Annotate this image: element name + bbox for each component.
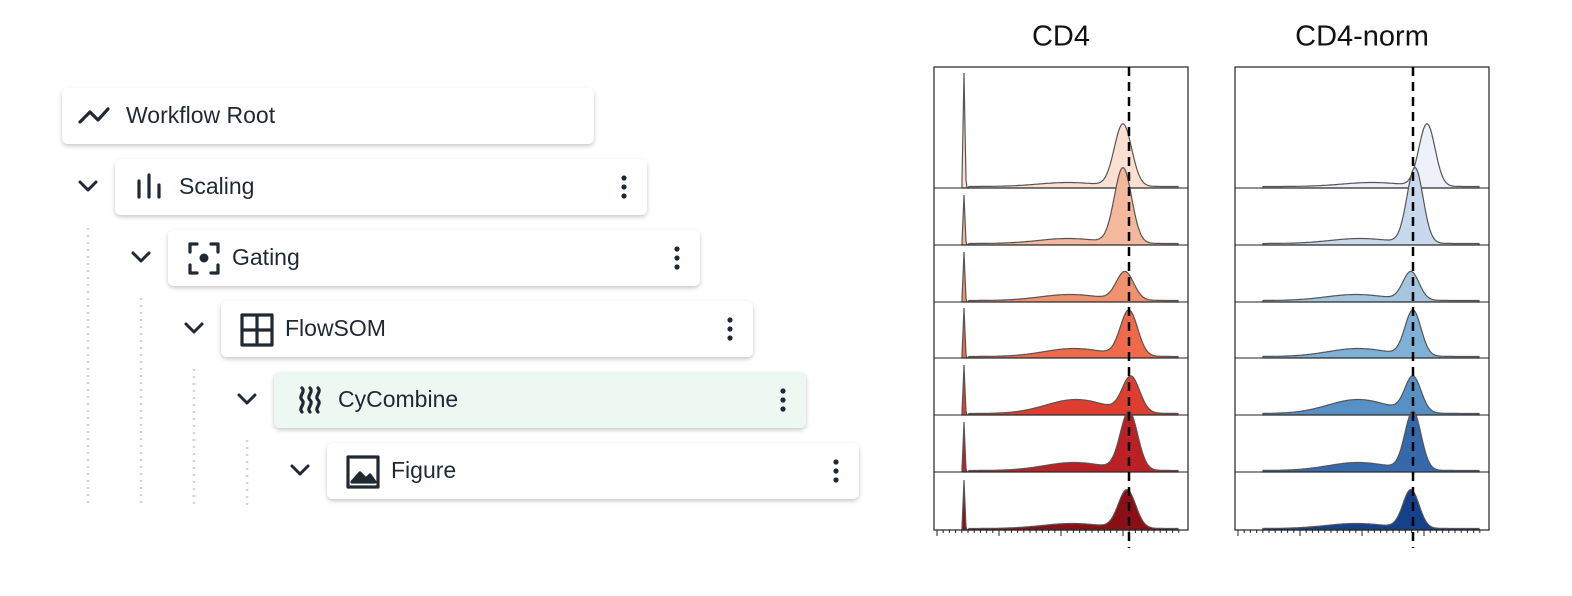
density-ridge — [961, 251, 1179, 303]
menu-dot[interactable] — [833, 477, 839, 483]
menu-dot[interactable] — [780, 397, 786, 403]
menu-dot[interactable] — [621, 193, 627, 199]
node-card[interactable] — [274, 372, 806, 428]
node-label: Workflow Root — [126, 102, 276, 128]
expand-chevron[interactable] — [78, 180, 98, 192]
ridge-plots: CD4 CD4-norm — [933, 21, 1490, 548]
node-card[interactable] — [221, 301, 753, 357]
tree-node[interactable]: Figure — [290, 443, 859, 499]
menu-dot[interactable] — [674, 246, 680, 252]
menu-dot[interactable] — [674, 255, 680, 261]
density-ridge — [1262, 375, 1480, 416]
expand-chevron[interactable] — [131, 251, 151, 263]
density-ridge — [961, 410, 1179, 473]
density-ridge — [961, 72, 1179, 189]
menu-dot[interactable] — [674, 264, 680, 270]
density-ridge — [1262, 488, 1480, 531]
density-ridge — [1262, 166, 1480, 246]
expand-chevron[interactable] — [237, 393, 257, 405]
node-label: Figure — [391, 457, 456, 483]
density-ridge — [1262, 270, 1480, 303]
density-ridge — [1262, 123, 1480, 189]
node-label: Gating — [232, 244, 300, 270]
node-label: FlowSOM — [285, 315, 386, 341]
menu-dot[interactable] — [727, 326, 733, 332]
menu-dot[interactable] — [621, 175, 627, 181]
density-ridge — [961, 166, 1179, 246]
menu-dot[interactable] — [727, 335, 733, 341]
node-card[interactable] — [168, 230, 700, 286]
node-icon-fill — [352, 473, 375, 482]
tree-node[interactable]: FlowSOM — [184, 301, 753, 357]
menu-dot[interactable] — [727, 317, 733, 323]
tree-node[interactable]: Gating — [131, 230, 700, 286]
panel-title: CD4 — [1032, 21, 1090, 53]
node-icon — [78, 107, 110, 124]
density-ridge — [961, 364, 1179, 416]
node-label: CyCombine — [338, 386, 458, 412]
node-icon — [188, 242, 220, 275]
node-label: Scaling — [179, 173, 254, 199]
workflow-tree: Workflow Root Scaling Gating FlowSOM CyCombi… — [62, 88, 859, 506]
tree-node[interactable]: Scaling — [78, 159, 647, 215]
density-ridge — [961, 307, 1179, 359]
expand-chevron[interactable] — [290, 464, 310, 476]
node-icon-dot — [199, 253, 209, 263]
menu-dot[interactable] — [780, 406, 786, 412]
node-card[interactable] — [327, 443, 859, 499]
tree-node[interactable]: CyCombine — [237, 372, 806, 428]
node-icon — [137, 173, 161, 199]
tree-node[interactable]: Workflow Root — [62, 88, 594, 144]
expand-chevron[interactable] — [184, 322, 204, 334]
node-card[interactable] — [115, 159, 647, 215]
density-ridge — [961, 479, 1179, 531]
density-ridge — [1262, 309, 1480, 359]
menu-dot[interactable] — [833, 468, 839, 474]
menu-dot[interactable] — [621, 184, 627, 190]
menu-dot[interactable] — [833, 459, 839, 465]
density-ridge — [1262, 410, 1480, 473]
menu-dot[interactable] — [780, 388, 786, 394]
node-icon — [299, 386, 321, 414]
node-icon — [240, 313, 274, 347]
panel-title: CD4-norm — [1295, 21, 1429, 53]
node-card[interactable] — [62, 88, 594, 144]
